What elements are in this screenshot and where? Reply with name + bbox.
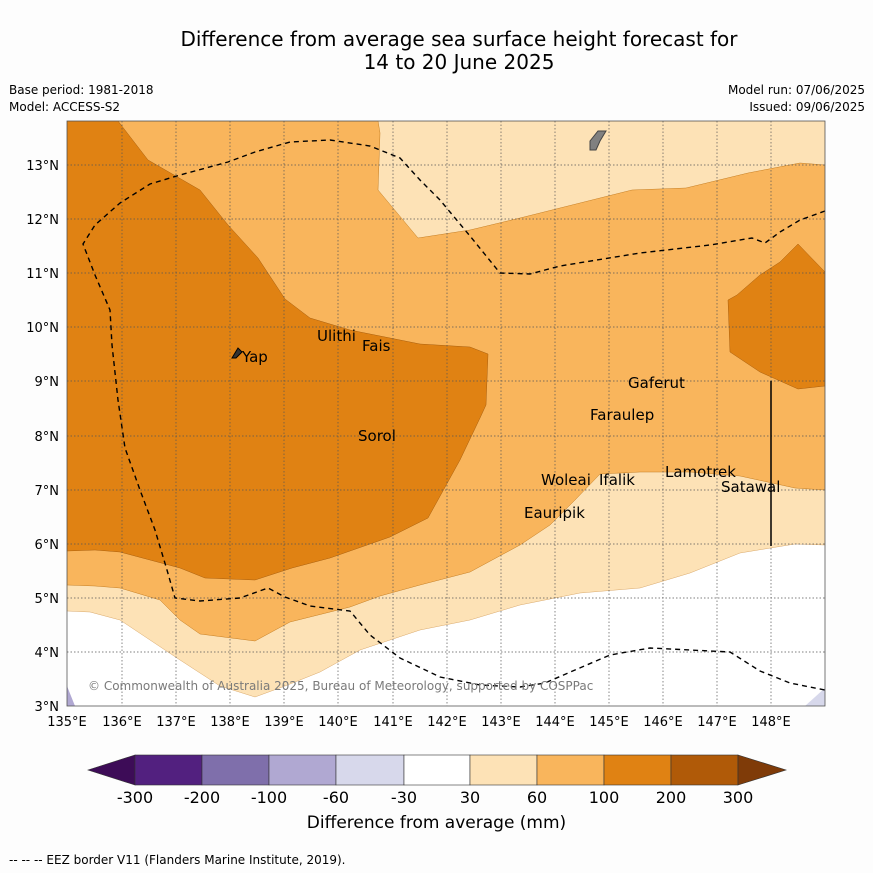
colorbar-tick-label: 300 [723,788,754,807]
title-line-2: 14 to 20 June 2025 [363,50,555,74]
lat-tick-label: 10°N [26,321,59,336]
island-label-satawal: Satawal [721,478,780,496]
colorbar-cell [536,754,605,786]
lon-tick-label: 141°E [373,715,413,730]
contour-layer [67,121,825,706]
colorbar-tick-label: -30 [391,788,417,807]
lon-tick-label: 147°E [697,715,737,730]
island-label-eauripik: Eauripik [524,504,585,522]
base-period: Base period: 1981-2018 [9,83,154,97]
lon-tick-label: 143°E [481,715,521,730]
yap-island [231,347,243,359]
lat-tick-label: 13°N [26,159,59,174]
copyright-notice: © Commonwealth of Australia 2025, Bureau… [88,679,593,693]
lat-tick-label: 7°N [35,484,60,499]
colorbar [87,754,788,786]
colorbar-cell [335,754,405,786]
meta-right: Model run: 07/06/2025 Issued: 09/06/2025 [728,82,865,116]
island-label-fais: Fais [362,337,391,355]
colorbar-tick-label: 200 [656,788,687,807]
eez-footnote: -- -- -- EEZ border V11 (Flanders Marine… [9,853,346,867]
colorbar-cell [737,754,788,786]
island-label-lamotrek: Lamotrek [665,463,736,481]
band-negative-sw [67,686,75,706]
lon-tick-label: 138°E [210,715,250,730]
lon-tick-label: 136°E [102,715,142,730]
colorbar-cell [87,754,136,786]
model-name: Model: ACCESS-S2 [9,100,121,114]
issued-date: Issued: 09/06/2025 [749,100,865,114]
colorbar-tick-label: -60 [323,788,349,807]
lon-tick-label: 137°E [156,715,196,730]
colorbar-tick-label: 60 [527,788,547,807]
colorbar-ticks: -300 -200 -100 -60 -30 30 60 100 200 300 [117,788,753,807]
chart-title: Difference from average sea surface heig… [0,28,873,74]
colorbar-tick-label: 30 [460,788,480,807]
colorbar-tick-label: 100 [589,788,620,807]
colorbar-cell [134,754,203,786]
lon-ticks: 135°E 136°E 137°E 138°E 139°E 140°E 141°… [47,715,791,730]
gridlines [67,121,825,706]
island-labels: Yap Ulithi Fais Sorol Gaferut Faraulep W… [241,327,780,522]
colorbar-cell [603,754,672,786]
eez-border [82,139,826,691]
lat-tick-label: 9°N [35,375,60,390]
island-label-faraulep: Faraulep [590,406,654,424]
lon-tick-label: 135°E [47,715,87,730]
lon-tick-label: 142°E [427,715,467,730]
island-label-yap: Yap [241,348,268,366]
island-label-gaferut: Gaferut [628,374,685,392]
colorbar-cell [670,754,739,786]
lat-tick-label: 6°N [35,538,60,553]
band-100-200-east [727,243,825,390]
lon-tick-label: 146°E [643,715,683,730]
colorbar-tick-label: -200 [184,788,220,807]
colorbar-cell [268,754,337,786]
island-label-woleai: Woleai [541,471,591,489]
lon-tick-label: 145°E [589,715,629,730]
meta-left: Base period: 1981-2018 Model: ACCESS-S2 [9,82,154,116]
colorbar-cell [469,754,538,786]
colorbar-cell [403,754,471,786]
lon-tick-label: 144°E [535,715,575,730]
lat-ticks: 3°N 4°N 5°N 6°N 7°N 8°N 9°N 10°N 11°N 12… [26,159,59,715]
island-label-sorol: Sorol [358,427,396,445]
colorbar-tick-label: -100 [251,788,287,807]
island-label-ulithi: Ulithi [317,327,356,345]
colorbar-title: Difference from average (mm) [306,813,567,833]
lat-tick-label: 11°N [26,267,59,282]
band-negative-se [805,688,825,706]
lat-tick-label: 3°N [35,700,60,715]
lon-tick-label: 139°E [264,715,304,730]
lon-tick-label: 140°E [318,715,358,730]
colorbar-tick-label: -300 [117,788,153,807]
title-line-1: Difference from average sea surface heig… [180,27,738,51]
lat-tick-label: 8°N [35,430,60,445]
lat-tick-label: 12°N [26,213,59,228]
lon-tick-label: 148°E [751,715,791,730]
model-run: Model run: 07/06/2025 [727,83,865,97]
lat-tick-label: 5°N [35,592,60,607]
guam-island [589,130,607,151]
island-label-ifalik: Ifalik [599,471,635,489]
colorbar-cell [201,754,270,786]
map-frame [66,120,826,707]
lat-tick-label: 4°N [35,646,60,661]
